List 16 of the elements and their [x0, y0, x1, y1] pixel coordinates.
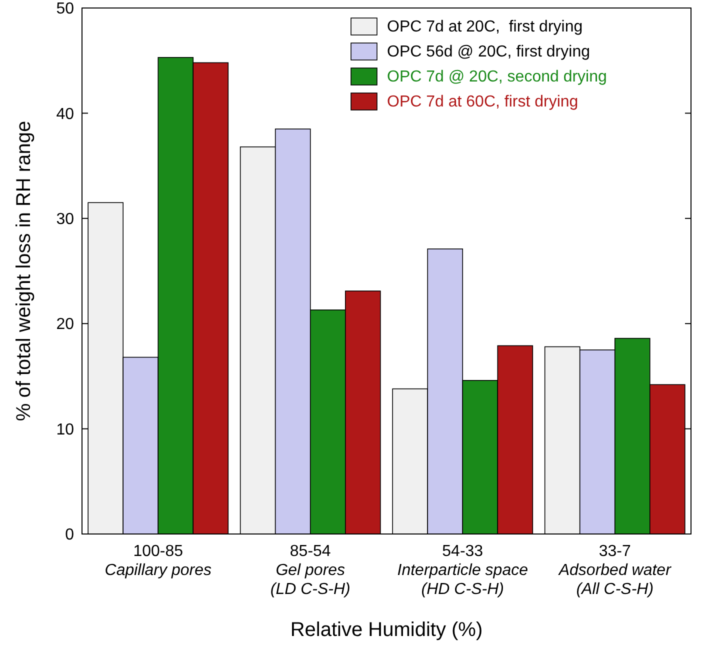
- y-tick-label: 30: [56, 211, 74, 228]
- x-tick-label: 54-33 Interparticle space (HD C-S-H): [397, 543, 528, 598]
- y-tick-label: 0: [65, 526, 74, 544]
- y-axis-title: % of total weight loss in RH range: [13, 120, 35, 422]
- x-axis-title: Relative Humidity (%): [290, 619, 483, 641]
- y-tick-label: 10: [56, 421, 74, 438]
- y-tick-label: 40: [56, 106, 74, 123]
- legend-label: OPC 7d at 60C, first drying: [387, 94, 578, 111]
- x-tick-label: 100-85 Capillary pores: [104, 543, 212, 579]
- legend-label: OPC 7d at 20C, first drying: [387, 18, 583, 36]
- x-tick-label: 85-54 Gel pores (LD C-S-H): [270, 543, 350, 598]
- x-tick-label: 33-7 Adsorbed water (All C-S-H): [558, 543, 672, 598]
- legend-label: OPC 7d @ 20C, second drying: [387, 68, 607, 86]
- y-tick-label: 50: [56, 0, 74, 18]
- y-tick-label: 20: [56, 316, 74, 334]
- legend-label: OPC 56d @ 20C, first drying: [387, 44, 590, 61]
